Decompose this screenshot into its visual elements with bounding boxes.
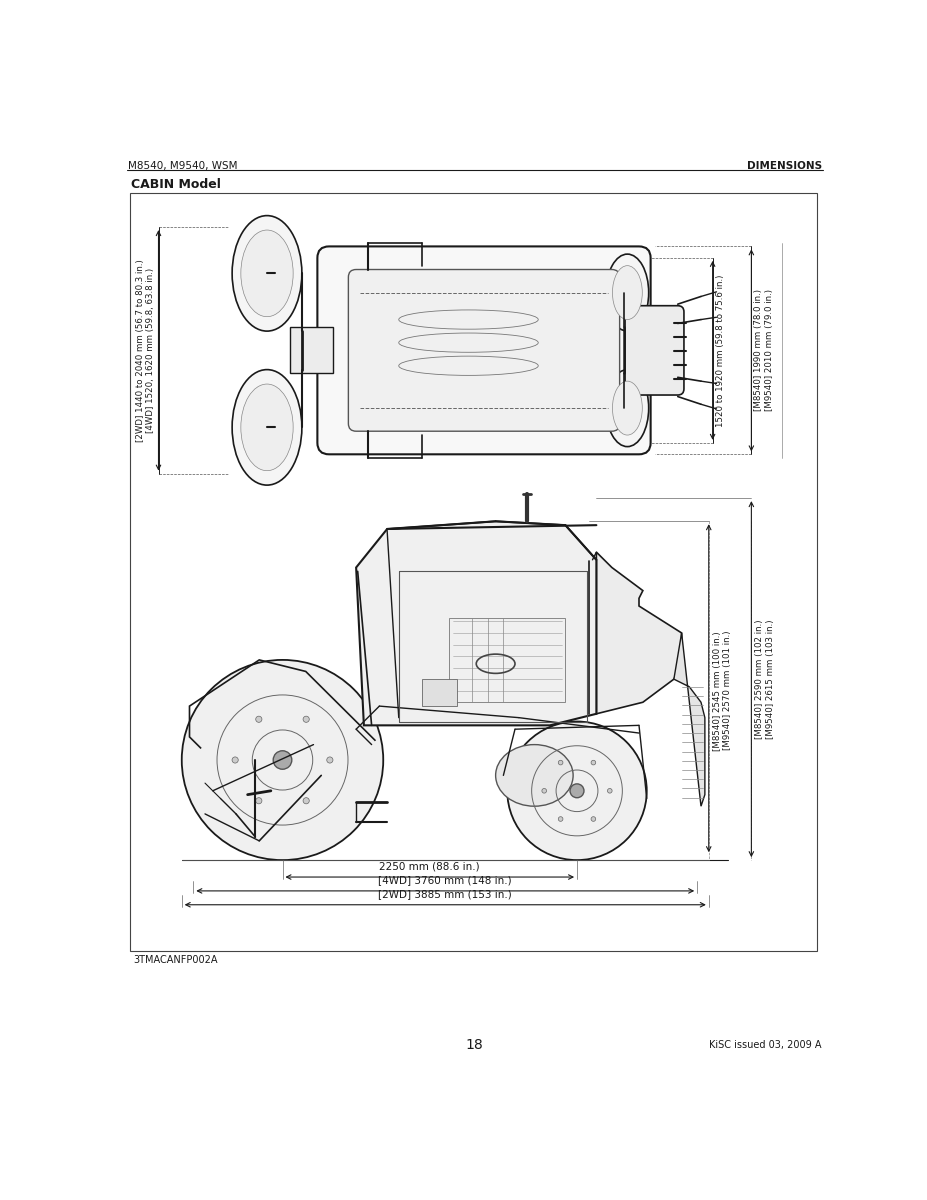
Text: [2WD] 3885 mm (153 in.): [2WD] 3885 mm (153 in.) [378, 889, 512, 899]
Circle shape [591, 761, 596, 764]
Text: [M8540] 2590 mm (102 in.)
[M9540] 2615 mm (103 in.): [M8540] 2590 mm (102 in.) [M9540] 2615 m… [756, 619, 775, 739]
Bar [130, 192, 818, 950]
FancyBboxPatch shape [317, 246, 651, 455]
Circle shape [232, 757, 238, 763]
Circle shape [303, 716, 310, 722]
Circle shape [607, 788, 612, 793]
Text: 2250 mm (88.6 in.): 2250 mm (88.6 in.) [379, 862, 480, 871]
Text: 18: 18 [466, 1038, 484, 1052]
Circle shape [591, 817, 596, 821]
Text: [M8540] 2545 mm (100 in.)
[M9540] 2570 mm (101 in.): [M8540] 2545 mm (100 in.) [M9540] 2570 m… [713, 631, 732, 750]
Polygon shape [356, 521, 596, 725]
Text: [2WD] 1440 to 2040 mm (56.7 to 80.3 in.)
[4WD] 1520, 1620 mm (59.8, 63.8 in.): [2WD] 1440 to 2040 mm (56.7 to 80.3 in.)… [136, 259, 156, 442]
Text: [4WD] 3760 mm (148 in.): [4WD] 3760 mm (148 in.) [378, 876, 512, 886]
Circle shape [326, 757, 333, 763]
Bar [449, 618, 565, 702]
Circle shape [303, 798, 310, 804]
Text: [M8540] 1990 mm (78.0 in.)
[M9540] 2010 mm (79.0 in.): [M8540] 1990 mm (78.0 in.) [M9540] 2010 … [755, 289, 774, 412]
Text: 1520 to 1920 mm (59.8 to 75.6 in.): 1520 to 1920 mm (59.8 to 75.6 in.) [716, 274, 725, 426]
Bar [290, 328, 333, 373]
Ellipse shape [241, 384, 293, 470]
FancyBboxPatch shape [625, 306, 684, 395]
Circle shape [256, 798, 262, 804]
Circle shape [182, 660, 383, 860]
Ellipse shape [606, 254, 649, 331]
Text: 3TMACANFP002A: 3TMACANFP002A [133, 955, 218, 965]
Circle shape [558, 817, 563, 821]
Circle shape [570, 784, 584, 798]
Ellipse shape [496, 744, 573, 806]
Ellipse shape [232, 216, 302, 331]
Text: DIMENSIONS: DIMENSIONS [747, 161, 822, 170]
Polygon shape [674, 632, 705, 806]
Bar [422, 679, 457, 706]
Polygon shape [596, 552, 681, 714]
Circle shape [507, 721, 647, 860]
FancyBboxPatch shape [349, 270, 619, 431]
Ellipse shape [606, 370, 649, 446]
Text: CABIN Model: CABIN Model [132, 178, 222, 191]
Text: M8540, M9540, WSM: M8540, M9540, WSM [128, 161, 237, 170]
Text: KiSC issued 03, 2009 A: KiSC issued 03, 2009 A [708, 1040, 821, 1050]
Ellipse shape [613, 382, 642, 436]
Circle shape [273, 751, 292, 769]
Ellipse shape [613, 265, 642, 319]
Circle shape [542, 788, 547, 793]
Circle shape [558, 761, 563, 764]
Ellipse shape [241, 230, 293, 317]
Ellipse shape [232, 370, 302, 485]
Circle shape [256, 716, 262, 722]
